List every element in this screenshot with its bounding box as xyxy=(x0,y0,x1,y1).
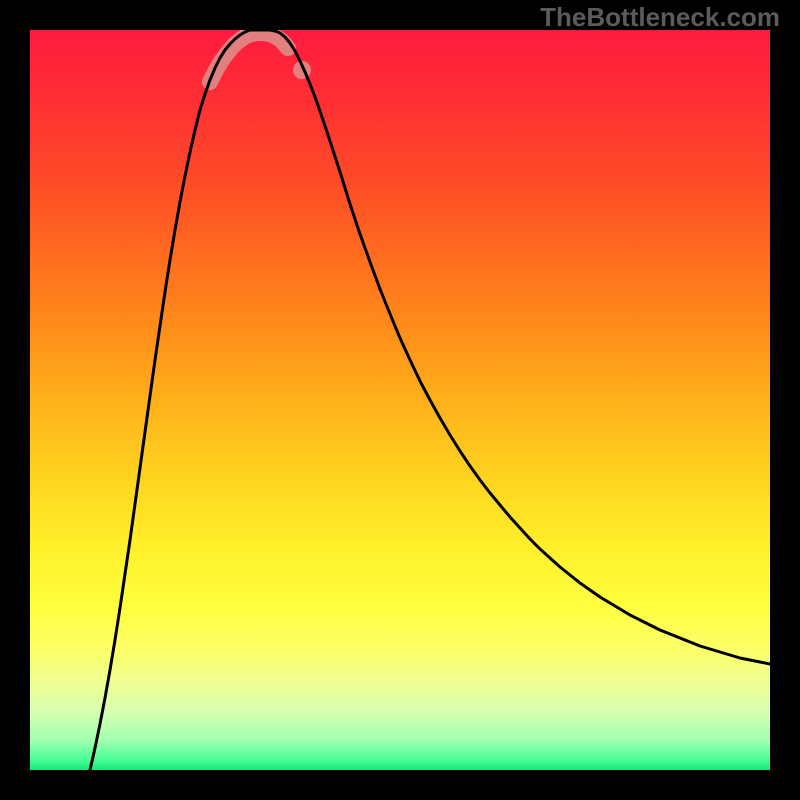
gradient-heatmap-chart xyxy=(30,30,770,770)
watermark-text: TheBottleneck.com xyxy=(540,2,780,33)
gradient-background xyxy=(30,30,770,770)
chart-frame: TheBottleneck.com xyxy=(0,0,800,800)
plot-area xyxy=(30,30,770,770)
